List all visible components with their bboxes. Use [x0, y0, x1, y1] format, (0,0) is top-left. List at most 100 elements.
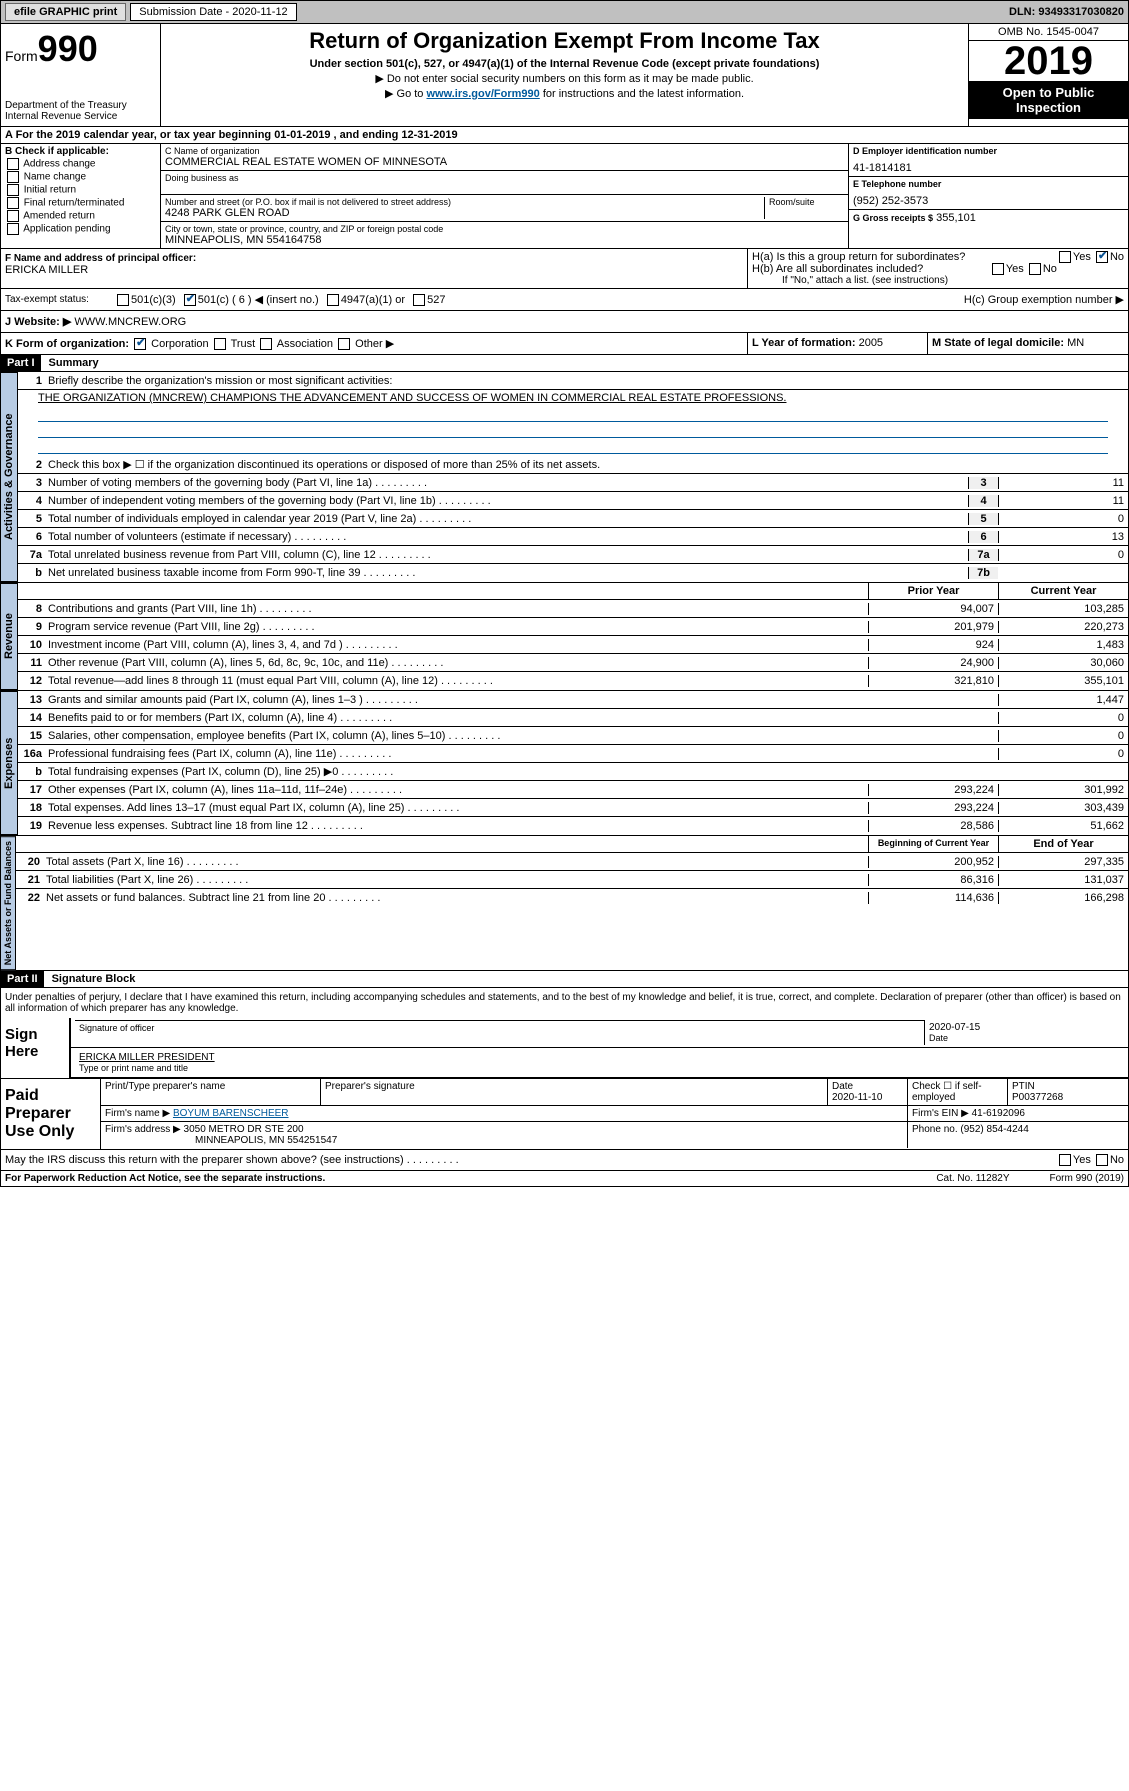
box-b-option[interactable]: Amended return: [5, 210, 156, 222]
no-label: No: [1110, 251, 1124, 263]
room-label: Room/suite: [769, 197, 844, 207]
data-line: 16aProfessional fundraising fees (Part I…: [18, 745, 1128, 763]
assoc-label: Association: [277, 338, 333, 350]
dln: DLN: 93493317030820: [1009, 6, 1124, 18]
part1-rev: Revenue Prior YearCurrent Year 8Contribu…: [0, 583, 1129, 691]
part1-gov: Activities & Governance 1Briefly describ…: [0, 372, 1129, 583]
cat-number: Cat. No. 11282Y: [936, 1173, 1009, 1184]
section-fh: F Name and address of principal officer:…: [0, 249, 1129, 289]
ha-no-checkbox[interactable]: [1096, 251, 1108, 263]
part1-exp: Expenses 13Grants and similar amounts pa…: [0, 691, 1129, 836]
ptin-label: PTIN: [1012, 1081, 1124, 1092]
firm-name-label: Firm's name ▶: [105, 1108, 170, 1119]
submission-date: Submission Date - 2020-11-12: [130, 3, 296, 21]
part1-label: Part I: [1, 355, 41, 371]
hb-no-checkbox[interactable]: [1029, 263, 1041, 275]
corp-checkbox[interactable]: [134, 338, 146, 350]
website-label: J Website: ▶: [5, 316, 71, 328]
assoc-checkbox[interactable]: [260, 338, 272, 350]
4947-checkbox[interactable]: [327, 294, 339, 306]
footer: For Paperwork Reduction Act Notice, see …: [0, 1171, 1129, 1187]
gov-line: 5Total number of individuals employed in…: [18, 510, 1128, 528]
form-header: Form990 Department of the Treasury Inter…: [0, 24, 1129, 127]
irs-link[interactable]: www.irs.gov/Form990: [426, 88, 539, 100]
website-url: WWW.MNCREW.ORG: [74, 316, 186, 328]
corp-label: Corporation: [151, 338, 208, 350]
firm-name[interactable]: BOYUM BARENSCHEER: [173, 1108, 289, 1119]
firm-address: 3050 METRO DR STE 200: [184, 1124, 304, 1135]
year-formation: 2005: [859, 337, 883, 349]
check-self: Check ☐ if self-employed: [908, 1079, 1008, 1105]
501c3-label: 501(c)(3): [131, 294, 176, 306]
tax-year: 2019: [969, 41, 1128, 81]
hc-label: H(c) Group exemption number ▶: [964, 293, 1124, 306]
trust-label: Trust: [231, 338, 256, 350]
firm-phone: (952) 854-4244: [960, 1124, 1028, 1135]
vtab-gov: Activities & Governance: [1, 372, 18, 582]
line-a: A For the 2019 calendar year, or tax yea…: [0, 127, 1129, 144]
vtab-rev: Revenue: [1, 583, 18, 690]
data-line: 20Total assets (Part X, line 16)200,9522…: [16, 853, 1128, 871]
beg-year-header: Beginning of Current Year: [868, 836, 998, 852]
prior-year-header: Prior Year: [868, 583, 998, 599]
current-year-header: Current Year: [998, 583, 1128, 599]
org-name: COMMERCIAL REAL ESTATE WOMEN OF MINNESOT…: [165, 156, 844, 168]
data-line: 9Program service revenue (Part VIII, lin…: [18, 618, 1128, 636]
box-b-option[interactable]: Initial return: [5, 184, 156, 196]
officer-name-title: ERICKA MILLER PRESIDENT: [79, 1052, 1120, 1063]
state-domicile-label: M State of legal domicile:: [932, 337, 1064, 349]
goto-pre: ▶ Go to: [385, 88, 426, 100]
phone-label: Phone no.: [912, 1124, 958, 1135]
hb-label: H(b) Are all subordinates included?: [752, 263, 923, 275]
sig-date: 2020-07-15: [929, 1022, 1120, 1033]
signature-block: Under penalties of perjury, I declare th…: [0, 988, 1129, 1079]
efile-button[interactable]: efile GRAPHIC print: [5, 3, 126, 21]
part2-label: Part II: [1, 971, 44, 987]
527-checkbox[interactable]: [413, 294, 425, 306]
box-b-option[interactable]: Address change: [5, 158, 156, 170]
hb-yes-checkbox[interactable]: [992, 263, 1004, 275]
declaration: Under penalties of perjury, I declare th…: [1, 988, 1128, 1018]
box-b-option[interactable]: Application pending: [5, 223, 156, 235]
name-label: C Name of organization: [165, 146, 844, 156]
data-line: 15Salaries, other compensation, employee…: [18, 727, 1128, 745]
line-i: Tax-exempt status: 501(c)(3) 501(c) ( 6 …: [0, 289, 1129, 311]
yes-label-2: Yes: [1006, 263, 1024, 275]
form-title: Return of Organization Exempt From Incom…: [165, 28, 964, 54]
other-checkbox[interactable]: [338, 338, 350, 350]
501c3-checkbox[interactable]: [117, 294, 129, 306]
part1-header: Part I Summary: [0, 355, 1129, 372]
tel-label: E Telephone number: [853, 179, 1124, 189]
mission-text: THE ORGANIZATION (MNCREW) CHAMPIONS THE …: [18, 390, 1128, 406]
data-line: 12Total revenue—add lines 8 through 11 (…: [18, 672, 1128, 690]
data-line: 22Net assets or fund balances. Subtract …: [16, 889, 1128, 907]
firm-ein: 41-6192096: [972, 1108, 1025, 1119]
ha-yes-checkbox[interactable]: [1059, 251, 1071, 263]
gov-line: bNet unrelated business taxable income f…: [18, 564, 1128, 582]
box-b-title: B Check if applicable:: [5, 146, 156, 157]
discuss-line: May the IRS discuss this return with the…: [0, 1150, 1129, 1171]
telephone: (952) 252-3573: [853, 195, 1124, 207]
ein-label: D Employer identification number: [853, 146, 1124, 156]
ein: 41-1814181: [853, 162, 1124, 174]
501c-checkbox[interactable]: [184, 294, 196, 306]
ptin: P00377268: [1012, 1092, 1124, 1103]
data-line: 13Grants and similar amounts paid (Part …: [18, 691, 1128, 709]
no-label-3: No: [1110, 1154, 1124, 1166]
gov-line: 4Number of independent voting members of…: [18, 492, 1128, 510]
trust-checkbox[interactable]: [214, 338, 226, 350]
data-line: 19Revenue less expenses. Subtract line 1…: [18, 817, 1128, 835]
part1-title: Summary: [41, 355, 107, 371]
data-line: bTotal fundraising expenses (Part IX, co…: [18, 763, 1128, 781]
dba-label: Doing business as: [165, 173, 844, 183]
box-b-option[interactable]: Final return/terminated: [5, 197, 156, 209]
sign-here-label: Sign Here: [1, 1018, 71, 1078]
discuss-yes-checkbox[interactable]: [1059, 1154, 1071, 1166]
form-label: Form: [5, 48, 38, 64]
discuss-no-checkbox[interactable]: [1096, 1154, 1108, 1166]
vtab-net: Net Assets or Fund Balances: [1, 836, 16, 970]
date-label: Date: [929, 1033, 1120, 1043]
527-label: 527: [427, 294, 445, 306]
box-b-option[interactable]: Name change: [5, 171, 156, 183]
dept-treasury: Department of the Treasury: [5, 100, 156, 111]
